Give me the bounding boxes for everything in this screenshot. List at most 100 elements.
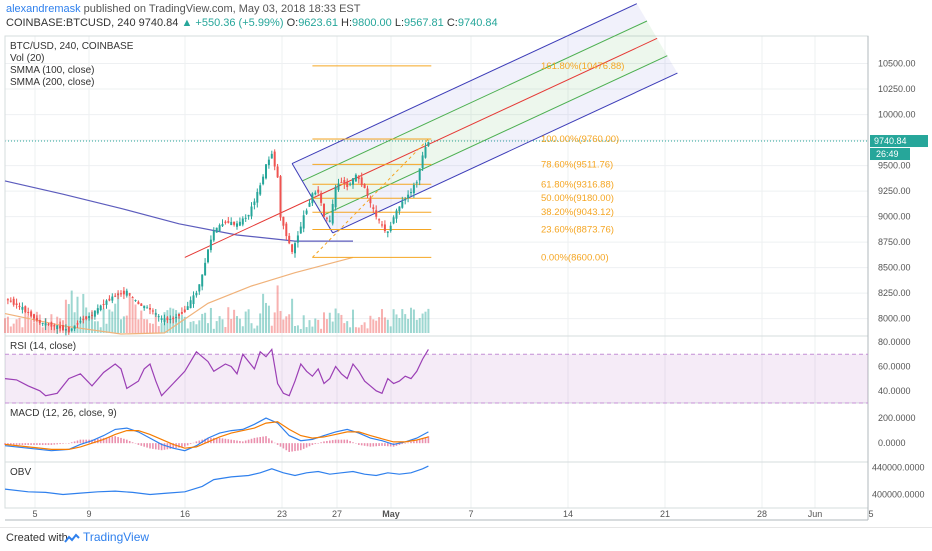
macd-histogram-bar <box>190 443 192 444</box>
macd-tick-label: 0.0000 <box>878 438 906 448</box>
volume-bar <box>326 319 328 333</box>
volume-bar <box>427 309 429 333</box>
price-tick-label: 8000.00 <box>878 314 911 324</box>
candle-body <box>427 142 429 146</box>
candle-body <box>132 297 134 298</box>
macd-histogram-bar <box>236 441 238 444</box>
macd-histogram-bar <box>68 443 70 444</box>
candle-body <box>294 243 296 253</box>
price-tick-label: 10250.00 <box>878 84 916 94</box>
candle-body <box>329 220 331 221</box>
x-tick-label: 27 <box>332 509 342 519</box>
volume-bar <box>282 319 284 333</box>
macd-histogram-bar <box>149 443 151 448</box>
macd-histogram-bar <box>378 443 380 446</box>
macd-histogram-bar <box>33 443 35 445</box>
candle-body <box>419 168 421 180</box>
candle-body <box>114 296 116 297</box>
macd-histogram-bar <box>230 440 232 444</box>
macd-histogram-bar <box>297 443 299 450</box>
candle-body <box>291 244 293 252</box>
fib-level-label: 61.80%(9316.88) <box>541 179 614 190</box>
volume-bar <box>19 318 21 333</box>
candle-body <box>396 210 398 218</box>
volume-bar <box>294 326 296 333</box>
macd-histogram-bar <box>25 443 27 445</box>
candle-body <box>410 192 412 193</box>
macd-histogram-bar <box>71 442 73 443</box>
macd-histogram-bar <box>303 443 305 449</box>
candle-body <box>71 328 73 330</box>
volume-bar <box>288 314 290 333</box>
volume-bar <box>285 316 287 333</box>
pitchfork-tool[interactable] <box>185 4 678 258</box>
candle-body <box>201 275 203 287</box>
candle-body <box>117 294 119 295</box>
rsi-title: RSI (14, close) <box>10 341 76 352</box>
obv-line <box>5 466 428 494</box>
volume-bar <box>410 308 412 333</box>
candle-body <box>230 222 232 225</box>
x-tick-label: 5 <box>32 509 37 519</box>
price-tick-label: 9000.00 <box>878 212 911 222</box>
x-tick-label: Jun <box>808 509 823 519</box>
candle-body <box>297 235 299 242</box>
price-tick-label: 10000.00 <box>878 110 916 120</box>
volume-bar <box>320 329 322 333</box>
volume-bar <box>425 312 427 333</box>
pitchfork-handle-line <box>185 198 313 257</box>
volume-bar <box>306 327 308 333</box>
macd-histogram-bar <box>242 441 244 443</box>
volume-bars <box>4 285 429 333</box>
macd-histogram-bar <box>410 442 412 443</box>
price-tick-label: 8250.00 <box>878 288 911 298</box>
macd-histogram-bar <box>22 443 24 445</box>
candle-body <box>91 315 93 316</box>
candle-body <box>361 177 363 185</box>
candle-body <box>77 323 79 325</box>
macd-histogram-bar <box>112 437 114 444</box>
macd-histogram-bar <box>344 440 346 444</box>
volume-bar <box>378 317 380 333</box>
volume-bar <box>227 307 229 333</box>
candle-body <box>236 223 238 226</box>
macd-histogram-bar <box>294 443 296 451</box>
volume-bar <box>372 319 374 333</box>
fib-level-label: 23.60%(8873.76) <box>541 224 614 235</box>
candle-body <box>268 160 270 165</box>
volume-bar <box>416 320 418 333</box>
price-axes: 10500.0010250.0010000.009750.009500.0092… <box>870 59 928 500</box>
obv-tick-label: 440000.0000 <box>872 462 925 472</box>
x-tick-label: 7 <box>468 509 473 519</box>
volume-bar <box>158 326 160 333</box>
pitchfork-band <box>302 21 657 198</box>
macd-histogram-bar <box>323 441 325 443</box>
candle-body <box>111 297 113 301</box>
volume-bar <box>398 318 400 333</box>
macd-histogram-bar <box>117 437 119 443</box>
tradingview-brand[interactable]: TradingView <box>64 530 149 544</box>
candle-body <box>161 318 163 320</box>
macd-histogram-bar <box>341 440 343 444</box>
candle-body <box>106 301 108 305</box>
candle-body <box>300 227 302 234</box>
macd-histogram-bar <box>416 441 418 444</box>
volume-bar <box>349 327 351 333</box>
volume-bar <box>181 315 183 333</box>
candle-body <box>224 222 226 223</box>
macd-histogram-bar <box>381 443 383 446</box>
fib-level-label: 0.00%(8600.00) <box>541 252 609 263</box>
macd-histogram-bar <box>375 443 377 446</box>
volume-bar <box>149 323 151 333</box>
volume-bar <box>216 321 218 333</box>
trading-chart[interactable]: 161.80%(10476.88)100.00%(9760.00)78.60%(… <box>0 0 932 527</box>
volume-bar <box>187 328 189 333</box>
candle-body <box>140 304 142 306</box>
macd-histogram-bar <box>45 443 47 445</box>
legend-entry: SMMA (200, close) <box>10 77 94 88</box>
macd-histogram-bar <box>146 443 148 447</box>
candle-body <box>303 215 305 228</box>
legend-entry: SMMA (100, close) <box>10 65 94 76</box>
candle-body <box>48 324 50 325</box>
volume-bar <box>36 312 38 333</box>
